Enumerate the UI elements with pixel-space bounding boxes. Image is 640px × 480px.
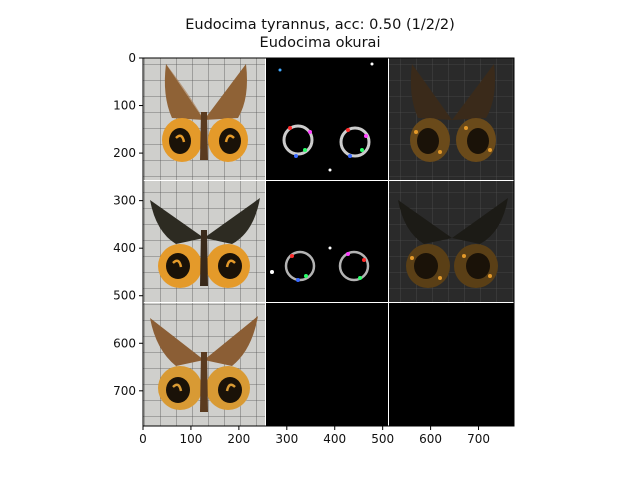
x-tick-label: 300 [275, 432, 298, 446]
x-tick-label: 100 [179, 432, 202, 446]
tile-r2-c1 [143, 181, 265, 302]
y-tick-label: 300 [113, 194, 136, 208]
tile-r3-c3 [389, 303, 514, 426]
axes-frame [142, 57, 515, 427]
masked-moth-1 [410, 64, 496, 162]
tile-r2-c3 [389, 181, 514, 302]
x-tick-label: 500 [371, 432, 394, 446]
x-tick-label: 400 [323, 432, 346, 446]
tile-r2-c2 [266, 181, 388, 302]
y-tick-label: 100 [113, 99, 136, 113]
moth-image-brown-3 [150, 316, 258, 412]
y-axis-ticks: 0 100 200 300 400 500 600 700 [113, 51, 143, 398]
y-tick-label: 0 [128, 51, 136, 65]
y-tick-label: 400 [113, 241, 136, 255]
figure-title-line1: Eudocima tyrannus, acc: 0.50 (1/2/2) [185, 17, 455, 33]
tile-r1-c2 [266, 58, 388, 180]
y-tick-label: 200 [113, 146, 136, 160]
tile-r1-c1 [143, 58, 265, 180]
saliency-map-2 [270, 246, 370, 282]
tile-r1-c3 [389, 58, 514, 180]
x-axis-ticks: 0 100 200 300 400 500 600 700 [139, 426, 490, 446]
moth-image-brown-1 [162, 64, 248, 162]
x-tick-label: 700 [467, 432, 490, 446]
x-tick-label: 0 [139, 432, 147, 446]
moth-image-dark-2 [150, 198, 260, 288]
y-tick-label: 500 [113, 289, 136, 303]
y-tick-label: 700 [113, 384, 136, 398]
saliency-map-1 [278, 62, 374, 172]
x-tick-label: 200 [227, 432, 250, 446]
masked-moth-2 [398, 198, 508, 288]
x-tick-label: 600 [419, 432, 442, 446]
y-tick-label: 600 [113, 336, 136, 350]
tile-r3-c2 [266, 303, 388, 426]
figure-title-line2: Eudocima okurai [259, 35, 381, 51]
tile-r3-c1 [143, 303, 265, 426]
